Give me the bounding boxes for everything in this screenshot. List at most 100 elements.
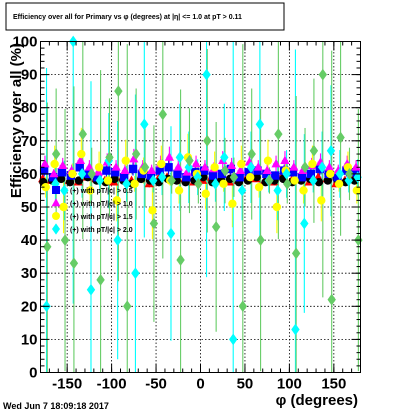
data-point bbox=[173, 162, 183, 171]
data-point bbox=[176, 254, 185, 266]
data-point bbox=[252, 173, 261, 182]
data-point bbox=[164, 152, 175, 161]
data-point bbox=[306, 169, 316, 179]
data-point bbox=[219, 179, 228, 189]
data-point bbox=[199, 173, 208, 182]
data-point bbox=[271, 171, 280, 180]
data-point bbox=[129, 153, 139, 163]
data-point bbox=[318, 68, 328, 81]
data-point bbox=[235, 173, 244, 182]
data-point bbox=[102, 166, 111, 175]
x-tick-label: 0 bbox=[196, 376, 204, 393]
data-point bbox=[256, 234, 265, 246]
data-point bbox=[50, 159, 59, 169]
data-point bbox=[309, 174, 318, 187]
data-point bbox=[75, 163, 84, 172]
data-point bbox=[113, 234, 122, 246]
y-tick-label: 90 bbox=[21, 67, 38, 84]
data-point bbox=[128, 164, 138, 174]
data-point bbox=[77, 149, 86, 159]
data-point bbox=[253, 162, 263, 171]
data-point bbox=[157, 171, 167, 184]
legend-marker bbox=[52, 186, 60, 194]
data-point bbox=[93, 167, 103, 176]
timestamp-footer: Wed Jun 7 18:09:18 2017 bbox=[3, 401, 109, 411]
data-point bbox=[146, 171, 156, 180]
data-point bbox=[325, 169, 335, 179]
data-point bbox=[174, 186, 184, 195]
data-point bbox=[228, 199, 237, 208]
data-point bbox=[220, 151, 229, 164]
legend: (+) with pT/|c| > 0.5 (+) with pT/|c| > 1… bbox=[51, 186, 133, 235]
data-point bbox=[309, 144, 319, 157]
x-tick-label: -50 bbox=[145, 376, 167, 393]
data-point bbox=[334, 179, 344, 189]
y-tick-label: 80 bbox=[21, 100, 38, 117]
data-point bbox=[95, 174, 105, 187]
data-point bbox=[290, 176, 299, 185]
y-tick-label: 30 bbox=[21, 265, 38, 282]
data-point bbox=[289, 162, 299, 171]
legend-label: (+) with pT/|c| > 0.5 bbox=[70, 188, 133, 195]
data-point bbox=[121, 156, 130, 165]
data-point bbox=[140, 161, 150, 174]
data-point bbox=[271, 158, 281, 168]
data-point bbox=[244, 168, 253, 177]
data-point bbox=[175, 151, 185, 164]
y-tick-label: 70 bbox=[21, 133, 38, 150]
data-point bbox=[112, 196, 122, 205]
data-point bbox=[75, 155, 86, 165]
y-tick-label: 50 bbox=[21, 199, 38, 216]
data-point bbox=[327, 293, 336, 306]
data-point bbox=[59, 202, 68, 212]
legend-marker bbox=[52, 223, 60, 235]
data-point bbox=[119, 173, 129, 182]
data-point bbox=[173, 169, 182, 179]
data-point bbox=[308, 159, 317, 169]
data-point bbox=[49, 168, 59, 178]
data-point bbox=[210, 163, 219, 172]
data-point bbox=[246, 161, 256, 174]
legend-label: (+) with pT/|c| > 1.5 bbox=[70, 214, 133, 221]
legend-label: (+) with pT/|c| > 1.0 bbox=[70, 201, 133, 208]
data-point bbox=[164, 163, 173, 172]
data-point bbox=[103, 176, 113, 185]
y-tick-label: 0 bbox=[29, 365, 37, 382]
data-point bbox=[110, 174, 119, 184]
data-point bbox=[172, 176, 181, 185]
data-point bbox=[65, 177, 75, 187]
data-point bbox=[122, 177, 131, 190]
data-point bbox=[191, 158, 201, 168]
data-point bbox=[291, 247, 301, 260]
data-point bbox=[167, 174, 176, 187]
data-point bbox=[130, 179, 139, 189]
data-point bbox=[324, 162, 335, 171]
data-point bbox=[41, 182, 50, 192]
data-point bbox=[352, 186, 362, 195]
data-point bbox=[288, 168, 298, 177]
y-tick-label: 100 bbox=[12, 34, 37, 51]
data-point bbox=[265, 174, 274, 187]
data-point bbox=[254, 182, 264, 192]
data-point bbox=[43, 240, 52, 253]
data-point bbox=[185, 154, 194, 167]
data-point bbox=[131, 148, 141, 160]
data-point bbox=[226, 160, 237, 169]
data-point bbox=[51, 148, 61, 160]
chart-title: Efficiency over all for Primary vs φ (de… bbox=[13, 14, 242, 21]
x-tick-label: 150 bbox=[321, 376, 346, 393]
data-point bbox=[229, 333, 238, 346]
y-tick-label: 20 bbox=[21, 298, 38, 315]
data-point bbox=[208, 171, 218, 180]
data-point bbox=[68, 169, 77, 179]
data-point bbox=[317, 196, 326, 205]
data-point bbox=[201, 189, 210, 198]
data-point bbox=[317, 161, 327, 174]
x-tick-label: -150 bbox=[52, 376, 82, 393]
data-point bbox=[166, 227, 176, 240]
x-tick-label: -100 bbox=[97, 376, 127, 393]
legend-marker bbox=[51, 198, 61, 207]
data-point bbox=[86, 283, 96, 296]
data-point bbox=[182, 173, 191, 182]
data-point bbox=[158, 108, 168, 121]
